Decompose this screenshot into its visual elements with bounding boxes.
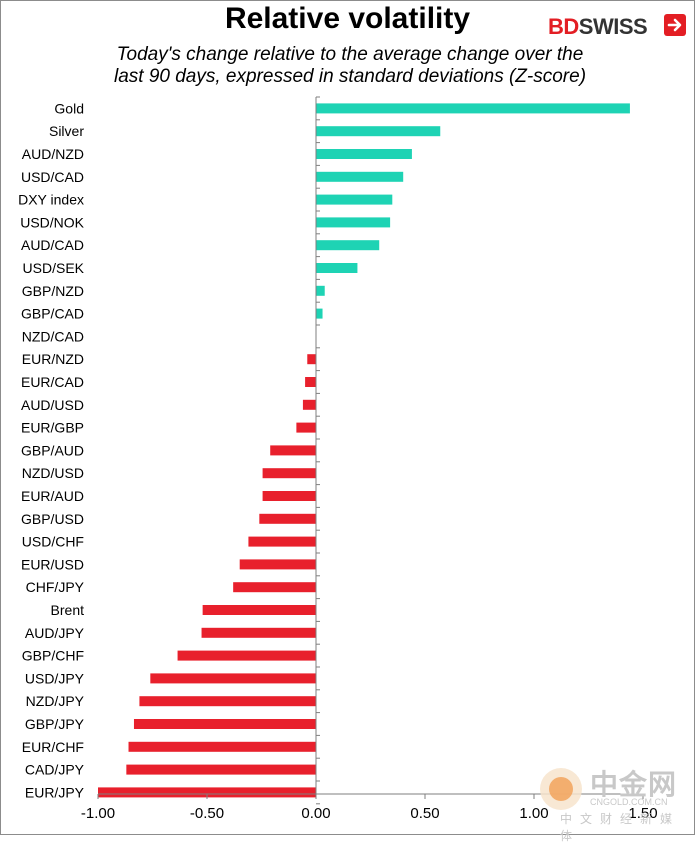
category-label: AUD/NZD: [22, 146, 84, 162]
bar-eur-jpy: [98, 787, 316, 798]
category-label: NZD/USD: [22, 465, 84, 481]
bar-dxy-index: [316, 194, 393, 205]
bar-cad-jpy: [126, 764, 316, 775]
bar-usd-chf: [248, 536, 316, 547]
bar-eur-aud: [262, 491, 316, 501]
bar-brent: [202, 605, 316, 615]
bar-gbp-usd: [259, 513, 316, 524]
x-tick-label: -1.00: [81, 805, 115, 822]
bar-gbp-jpy: [133, 719, 316, 729]
category-label: CAD/JPY: [25, 762, 85, 778]
watermark-name: 中金网: [590, 769, 678, 800]
category-label: GBP/AUD: [21, 442, 84, 458]
x-tick-label: 0.00: [301, 805, 330, 822]
category-label: Silver: [49, 123, 84, 139]
logo-swiss: SWISS: [578, 14, 648, 39]
category-label: NZD/JPY: [26, 693, 85, 709]
bar-nzd-usd: [262, 468, 316, 479]
watermark-logo-icon: [540, 768, 582, 810]
category-label: USD/SEK: [23, 260, 85, 276]
bar-gbp-chf: [177, 650, 316, 661]
category-label: GBP/CHF: [22, 648, 84, 664]
bar-usd-jpy: [150, 673, 316, 684]
category-label: GBP/NZD: [22, 283, 84, 299]
bar-silver: [316, 126, 441, 137]
category-label: GBP/JPY: [25, 716, 85, 732]
x-tick-label: 1.50: [628, 805, 657, 822]
category-label: AUD/JPY: [25, 625, 85, 641]
bar-aud-cad: [316, 240, 380, 251]
bar-usd-nok: [316, 217, 391, 228]
bar-eur-cad: [305, 377, 316, 387]
bar-gbp-nzd: [316, 285, 325, 296]
bdswiss-logo: BDSWISS: [548, 14, 648, 40]
category-label: USD/NOK: [20, 214, 84, 230]
logo-bd: BD: [548, 14, 579, 39]
bar-eur-usd: [239, 559, 316, 570]
category-label: AUD/CAD: [21, 237, 84, 253]
watermark-url: CNGOLD.COM.CN: [590, 797, 668, 807]
bar-gbp-cad: [316, 308, 323, 319]
category-label: EUR/NZD: [22, 351, 84, 367]
category-label: EUR/CAD: [21, 374, 84, 390]
category-label: EUR/AUD: [21, 488, 84, 504]
category-label: USD/CHF: [22, 534, 84, 550]
watermark-subtitle: 中文财经新媒体: [560, 812, 681, 843]
subtitle-line-1: Today's change relative to the average c…: [116, 44, 584, 65]
bar-eur-chf: [128, 741, 316, 752]
category-label: EUR/GBP: [21, 420, 84, 436]
bar-aud-nzd: [316, 149, 412, 159]
category-label: CHF/JPY: [26, 579, 85, 595]
subtitle-line-2: last 90 days, expressed in standard devi…: [113, 66, 587, 87]
bar-nzd-jpy: [139, 696, 316, 707]
category-label: DXY index: [18, 192, 84, 208]
category-label: AUD/USD: [21, 397, 84, 413]
bar-usd-sek: [316, 263, 358, 273]
bar-chf-jpy: [233, 582, 316, 593]
category-label: USD/CAD: [21, 169, 84, 185]
bar-aud-jpy: [201, 627, 316, 638]
category-label: NZD/CAD: [22, 328, 84, 344]
category-label: USD/JPY: [25, 670, 85, 686]
category-label: Gold: [54, 100, 84, 116]
bar-gbp-aud: [270, 445, 316, 456]
category-label: EUR/JPY: [25, 784, 85, 800]
x-tick-label: 0.50: [410, 805, 439, 822]
bar-eur-gbp: [296, 422, 316, 433]
bar-usd-cad: [316, 171, 404, 182]
x-tick-label: -0.50: [190, 805, 224, 822]
category-label: GBP/CAD: [21, 306, 84, 322]
x-tick-label: 1.00: [519, 805, 548, 822]
bar-gold: [316, 103, 630, 114]
category-label: EUR/CHF: [22, 739, 84, 755]
category-label: Brent: [51, 602, 85, 618]
bar-aud-usd: [302, 399, 316, 410]
logo-arrow-icon: [664, 14, 686, 36]
chart-title: Relative volatility: [224, 2, 471, 35]
chart-subtitle: Today's change relative to the average c…: [60, 44, 640, 88]
bar-eur-nzd: [307, 354, 316, 365]
category-label: EUR/USD: [21, 556, 84, 572]
category-label: GBP/USD: [21, 511, 84, 527]
